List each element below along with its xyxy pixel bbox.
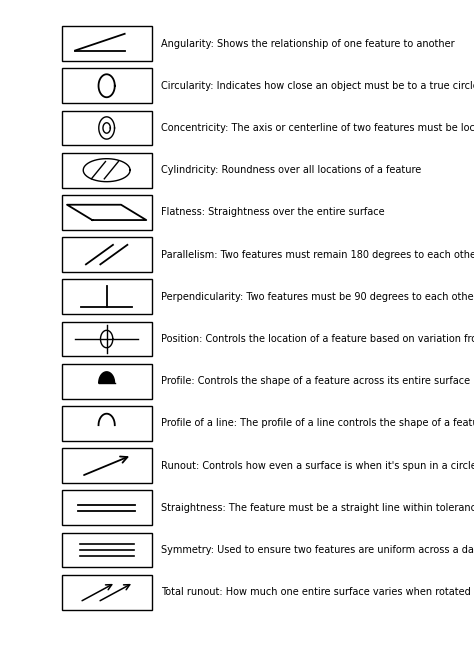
Text: Position: Controls the location of a feature based on variation from basic dimen: Position: Controls the location of a fea… bbox=[161, 334, 474, 344]
Bar bbox=[62, 322, 152, 356]
Bar bbox=[62, 575, 152, 610]
Bar bbox=[62, 26, 152, 61]
Bar bbox=[62, 111, 152, 145]
Text: Angularity: Shows the relationship of one feature to another: Angularity: Shows the relationship of on… bbox=[161, 39, 455, 48]
Text: Cylindricity: Roundness over all locations of a feature: Cylindricity: Roundness over all locatio… bbox=[161, 165, 421, 175]
Bar bbox=[62, 533, 152, 567]
Bar bbox=[62, 68, 152, 103]
Text: Concentricity: The axis or centerline of two features must be located together: Concentricity: The axis or centerline of… bbox=[161, 123, 474, 133]
Text: Runout: Controls how even a surface is when it's spun in a circle: Runout: Controls how even a surface is w… bbox=[161, 461, 474, 470]
Bar bbox=[62, 279, 152, 314]
Bar bbox=[62, 237, 152, 272]
Bar bbox=[62, 448, 152, 483]
Text: Flatness: Straightness over the entire surface: Flatness: Straightness over the entire s… bbox=[161, 208, 385, 217]
Bar bbox=[62, 490, 152, 525]
Polygon shape bbox=[99, 372, 115, 383]
Text: Perpendicularity: Two features must be 90 degrees to each other: Perpendicularity: Two features must be 9… bbox=[161, 292, 474, 302]
Text: Profile of a line: The profile of a line controls the shape of a feature: Profile of a line: The profile of a line… bbox=[161, 419, 474, 428]
Text: Symmetry: Used to ensure two features are uniform across a datum plane: Symmetry: Used to ensure two features ar… bbox=[161, 545, 474, 555]
Bar bbox=[62, 364, 152, 399]
Text: Circularity: Indicates how close an object must be to a true circle: Circularity: Indicates how close an obje… bbox=[161, 81, 474, 90]
Text: Parallelism: Two features must remain 180 degrees to each other: Parallelism: Two features must remain 18… bbox=[161, 250, 474, 259]
Bar bbox=[62, 153, 152, 188]
Text: Straightness: The feature must be a straight line within tolerance: Straightness: The feature must be a stra… bbox=[161, 503, 474, 513]
Text: Profile: Controls the shape of a feature across its entire surface: Profile: Controls the shape of a feature… bbox=[161, 377, 470, 386]
Text: Total runout: How much one entire surface varies when rotated 360 degrees: Total runout: How much one entire surfac… bbox=[161, 588, 474, 597]
Bar bbox=[62, 406, 152, 441]
Bar bbox=[62, 195, 152, 230]
